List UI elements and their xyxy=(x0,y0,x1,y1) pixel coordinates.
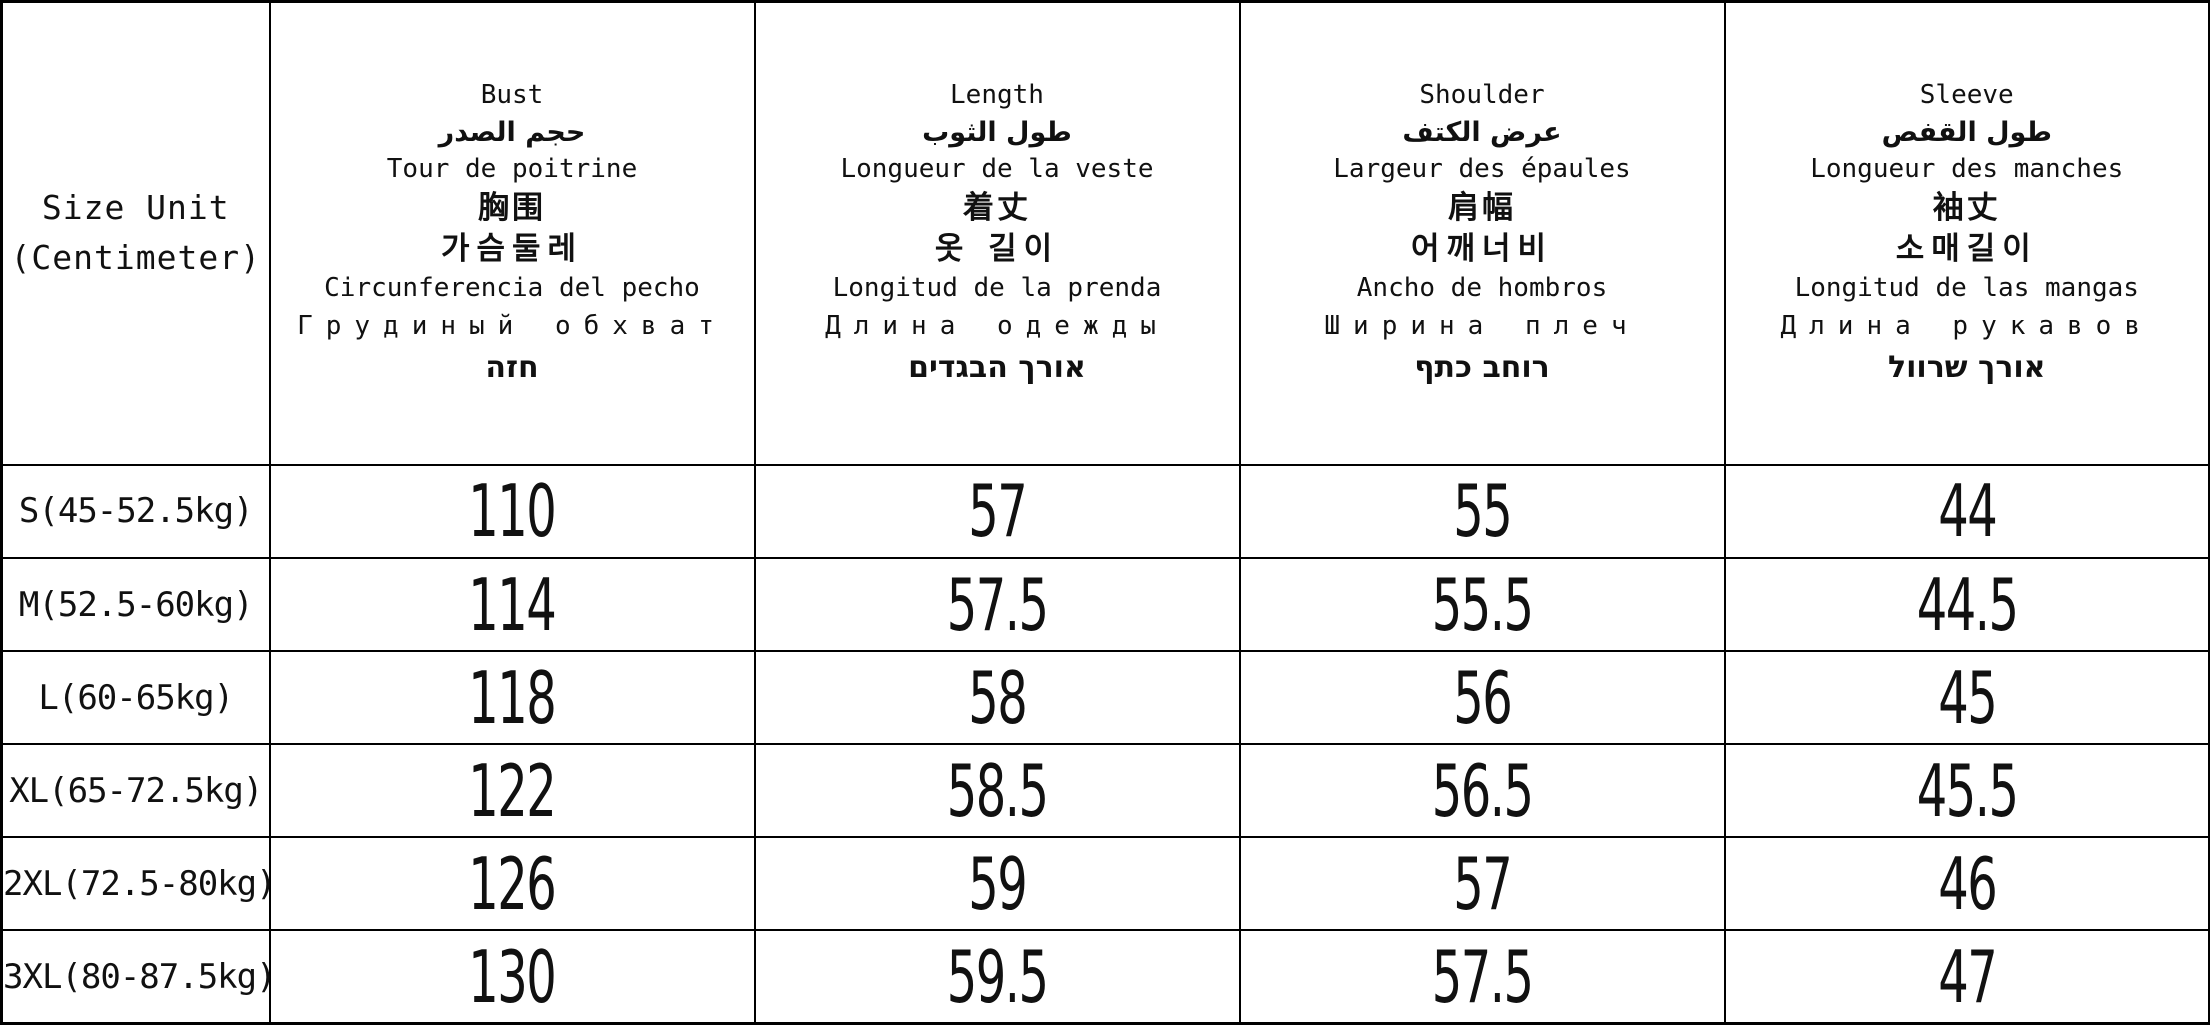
shoulder-value-l: 56 xyxy=(1238,650,1726,746)
length-label-korean: 옷 길이 xyxy=(934,230,1060,267)
sleeve-label-arabic: طول القفص xyxy=(1881,116,2052,148)
column-header-length: Length طول الثوب Longueur de la veste 着丈… xyxy=(753,0,1241,466)
sleeve-label-chinese: 袖丈 xyxy=(1932,189,2001,226)
table-row-m: M(52.5-60kg) 114 57.5 55.5 44.5 xyxy=(0,557,2210,653)
shoulder-label-korean: 어깨너비 xyxy=(1410,230,1554,267)
bust-value-m: 114 xyxy=(268,557,756,653)
bust-value-xl: 122 xyxy=(268,743,756,839)
shoulder-label-russian: Ширина плеч xyxy=(1324,310,1640,341)
shoulder-value-2xl: 57 xyxy=(1238,836,1726,932)
bust-label-french: Tour de poitrine xyxy=(386,153,638,184)
shoulder-label-spanish: Ancho de hombros xyxy=(1356,272,1608,303)
length-label-hebrew: אורך הבגדים xyxy=(908,349,1086,385)
length-label-arabic: طول الثوب xyxy=(922,116,1072,148)
bust-label-spanish: Circunferencia del pecho xyxy=(324,272,700,303)
length-value-2xl: 59 xyxy=(753,836,1241,932)
bust-value-l: 118 xyxy=(268,650,756,746)
table-row-xl: XL(65-72.5kg) 122 58.5 56.5 45.5 xyxy=(0,743,2210,839)
size-cell-2xl: 2XL(72.5-80kg) xyxy=(0,836,277,932)
size-cell-xl: XL(65-72.5kg) xyxy=(0,743,271,839)
size-unit-label: Size Unit xyxy=(41,188,230,228)
bust-label-english: Bust xyxy=(480,79,544,110)
size-cell-m: M(52.5-60kg) xyxy=(0,557,271,653)
length-label-russian: Длина одежды xyxy=(825,310,1169,341)
length-value-l: 58 xyxy=(753,650,1241,746)
bust-value-3xl: 130 xyxy=(268,929,756,1025)
bust-label-chinese: 胸围 xyxy=(478,189,546,226)
sleeve-label-english: Sleeve xyxy=(1919,79,2014,110)
table-row-3xl: 3XL(80-87.5kg) 130 59.5 57.5 47 xyxy=(0,929,2210,1025)
length-value-m: 57.5 xyxy=(753,557,1241,653)
sleeve-label-spanish: Longitud de las mangas xyxy=(1794,272,2139,303)
sleeve-label-russian: Длина рукавов xyxy=(1780,310,2153,341)
corner-header-size-unit: Size Unit (Centimeter) xyxy=(0,0,271,466)
shoulder-label-chinese: 肩幅 xyxy=(1448,189,1516,226)
header-row: Size Unit (Centimeter) Bust حجم الصدر To… xyxy=(0,0,2210,466)
bust-label-russian: Грудиный обхват xyxy=(297,310,727,341)
length-value-xl: 58.5 xyxy=(753,743,1241,839)
centimeter-label: (Centimeter) xyxy=(10,238,261,278)
sleeve-value-xl: 45.5 xyxy=(1723,743,2210,839)
bust-value-s: 110 xyxy=(268,463,756,560)
length-value-s: 57 xyxy=(753,463,1241,560)
sleeve-label-french: Longueur des manches xyxy=(1810,153,2124,184)
shoulder-label-arabic: عرض الكتف xyxy=(1402,116,1562,148)
shoulder-value-s: 55 xyxy=(1238,463,1726,560)
bust-label-korean: 가슴둘레 xyxy=(440,230,584,267)
shoulder-label-french: Largeur des épaules xyxy=(1333,153,1631,184)
column-header-sleeve: Sleeve طول القفص Longueur des manches 袖丈… xyxy=(1723,0,2210,466)
column-header-bust: Bust حجم الصدر Tour de poitrine 胸围 가슴둘레 … xyxy=(268,0,756,466)
shoulder-label-english: Shoulder xyxy=(1419,79,1545,110)
bust-value-2xl: 126 xyxy=(268,836,756,932)
shoulder-value-xl: 56.5 xyxy=(1238,743,1726,839)
length-label-english: Length xyxy=(950,79,1044,110)
table-row-l: L(60-65kg) 118 58 56 45 xyxy=(0,650,2210,746)
length-label-spanish: Longitud de la prenda xyxy=(832,272,1162,303)
shoulder-value-m: 55.5 xyxy=(1238,557,1726,653)
table-row-s: S(45-52.5kg) 110 57 55 44 xyxy=(0,463,2210,560)
bust-label-hebrew: חזה xyxy=(485,349,539,385)
size-cell-s: S(45-52.5kg) xyxy=(0,463,271,560)
column-header-shoulder: Shoulder عرض الكتف Largeur des épaules 肩… xyxy=(1238,0,1726,466)
bust-label-arabic: حجم الصدر xyxy=(438,116,586,148)
sleeve-value-l: 45 xyxy=(1723,650,2210,746)
shoulder-value-3xl: 57.5 xyxy=(1238,929,1726,1025)
size-cell-3xl: 3XL(80-87.5kg) xyxy=(0,929,277,1025)
sleeve-value-3xl: 47 xyxy=(1723,929,2210,1025)
size-cell-l: L(60-65kg) xyxy=(0,650,271,746)
length-label-chinese: 着丈 xyxy=(963,189,1031,226)
sleeve-value-2xl: 46 xyxy=(1723,836,2210,932)
sleeve-value-s: 44 xyxy=(1723,463,2210,560)
shoulder-label-hebrew: רוחב כתף xyxy=(1414,349,1550,385)
sleeve-value-m: 44.5 xyxy=(1723,557,2210,653)
table-row-2xl: 2XL(72.5-80kg) 126 59 57 46 xyxy=(0,836,2210,932)
length-label-french: Longueur de la veste xyxy=(840,153,1154,184)
sleeve-label-hebrew: אורך שרוול xyxy=(1887,349,2046,385)
sleeve-label-korean: 소매길이 xyxy=(1895,230,2038,267)
length-value-3xl: 59.5 xyxy=(753,929,1241,1025)
